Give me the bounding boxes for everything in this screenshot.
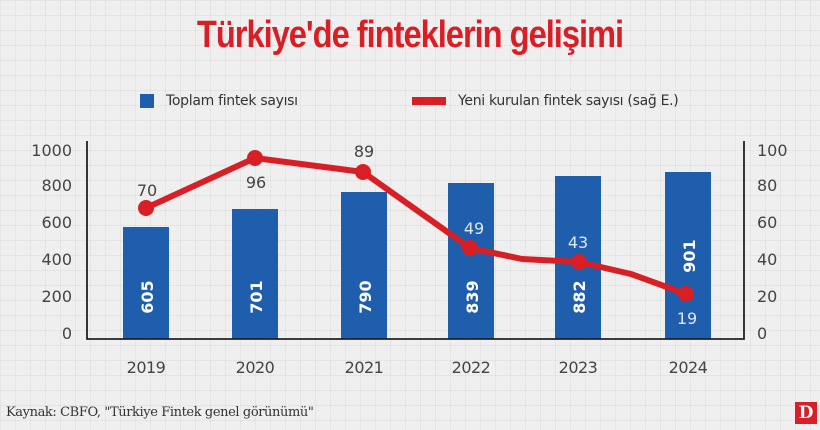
- left-axis-tick: 600: [41, 213, 72, 232]
- left-axis-tick: 200: [41, 287, 72, 306]
- right-axis-tick: 0: [757, 324, 768, 343]
- bar-2024: [665, 172, 711, 339]
- new-fintech-line: [143, 155, 689, 297]
- right-axis-tick: 100: [757, 141, 788, 160]
- line-value-label: 89: [354, 142, 374, 161]
- bar-value-label: 605: [138, 280, 157, 313]
- legend-bar-swatch-icon: [140, 94, 154, 108]
- chart-title: Türkiye'de finteklerin gelişimi: [196, 14, 624, 56]
- bar-value-label: 882: [570, 280, 589, 313]
- line-point-2022: [462, 240, 478, 256]
- line-point-2023: [571, 254, 587, 270]
- line-point-2019: [138, 200, 154, 216]
- bar-value-label: 901: [680, 239, 699, 272]
- publisher-logo-icon: D: [795, 402, 817, 424]
- bar-value-label: 839: [463, 280, 482, 313]
- bar-2022: [448, 183, 494, 339]
- line-point-2021: [355, 164, 371, 180]
- bar-2021: [341, 192, 387, 339]
- line-point-2024: [678, 286, 694, 302]
- right-axis-tick: 40: [757, 250, 778, 269]
- left-axis-tick: 800: [41, 176, 72, 195]
- axes-frame: [86, 141, 745, 340]
- line-value-label: 96: [246, 173, 266, 192]
- source-note: Kaynak: CBFO, "Türkiye Fintek genel görü…: [6, 405, 314, 420]
- x-axis-tick: 2019: [126, 358, 166, 377]
- line-value-label: 43: [568, 233, 588, 252]
- x-axis-tick: 2021: [344, 358, 384, 377]
- right-axis-tick: 20: [757, 287, 778, 306]
- line-value-label: 70: [137, 181, 157, 200]
- left-axis-tick: 400: [41, 250, 72, 269]
- bar-2019: [123, 227, 169, 339]
- bar-value-label: 790: [356, 280, 375, 313]
- x-axis-tick: 2023: [558, 358, 598, 377]
- x-axis-tick: 2024: [668, 358, 708, 377]
- line-point-2020: [247, 150, 263, 166]
- bar-value-label: 701: [247, 280, 266, 313]
- legend-label-total: Toplam fintek sayısı: [166, 93, 298, 109]
- legend-label-new: Yeni kurulan fintek sayısı (sağ E.): [458, 93, 679, 109]
- bar-2020: [232, 209, 278, 339]
- x-axis-tick: 2020: [235, 358, 275, 377]
- right-axis-tick: 80: [757, 176, 778, 195]
- left-axis-tick: 0: [61, 324, 72, 343]
- legend-line-swatch-icon: [412, 97, 446, 105]
- legend-item-total: Toplam fintek sayısı: [140, 93, 298, 109]
- left-axis-tick: 1000: [31, 141, 72, 160]
- legend-item-new: Yeni kurulan fintek sayısı (sağ E.): [412, 93, 679, 109]
- line-value-label: 19: [677, 309, 697, 328]
- line-value-label: 49: [464, 219, 484, 238]
- right-axis-tick: 60: [757, 213, 778, 232]
- x-axis-tick: 2022: [451, 358, 491, 377]
